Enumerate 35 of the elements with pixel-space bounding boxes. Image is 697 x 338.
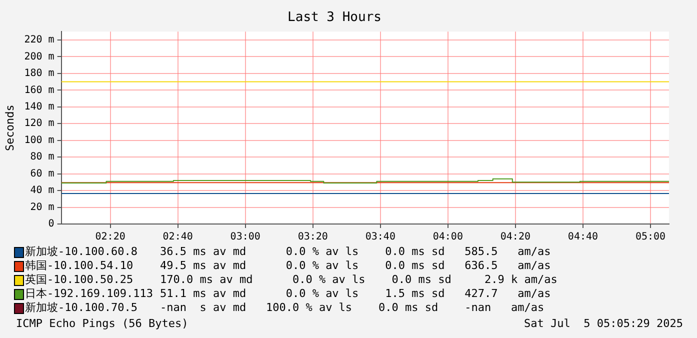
- y-tick-label: 120 m: [24, 118, 54, 130]
- text: Sat Jul 5 05:05:29 2025: [524, 317, 683, 330]
- y-axis-title: Seconds: [3, 104, 16, 151]
- x-tick-label: 03:40: [365, 232, 396, 243]
- x-tick-label: 05:00: [635, 232, 666, 243]
- legend-label: 韩国-10.100.54.10: [25, 259, 134, 273]
- legend-label: 英国-10.100.50.25: [25, 273, 134, 287]
- y-tick-label: 160 m: [24, 84, 54, 96]
- y-tick-label: 100 m: [24, 134, 54, 146]
- y-tick-label: 200 m: [24, 51, 54, 62]
- legend-label: 日本-192.169.109.113: [25, 287, 154, 301]
- x-tick-label: 04:40: [568, 232, 598, 243]
- x-tick-label: 02:20: [95, 232, 126, 243]
- y-tick-label: 80 m: [30, 152, 54, 163]
- y-tick-label: 180 m: [24, 68, 54, 80]
- y-tick-label: 20 m: [30, 202, 54, 213]
- y-tick-label: 140 m: [24, 101, 54, 112]
- text: 49.5 ms av md 0.0 % av ls 0.0 ms sd 636.5 am/as: [160, 259, 551, 273]
- y-tick-label: 60 m: [30, 168, 54, 180]
- chart-title: Last 3 Hours: [288, 10, 382, 26]
- x-tick-label: 03:00: [230, 232, 260, 243]
- x-tick-label: 03:20: [298, 232, 328, 243]
- x-tick-label: 04:20: [500, 232, 530, 243]
- text: -nan s av md 100.0 % av ls 0.0 ms sd -nan am/as: [160, 301, 544, 315]
- x-tick-label: 02:40: [162, 232, 193, 243]
- y-tick-label: 220 m: [24, 34, 54, 46]
- x-tick-label: 04:00: [432, 232, 463, 243]
- text: 170.0 ms av md 0.0 % av ls 0.0 ms sd 2.9 k am/as: [160, 273, 558, 287]
- legend-label: 新加坡-10.100.60.8: [25, 245, 138, 259]
- y-tick-label: 0: [48, 218, 54, 230]
- text: 36.5 ms av md 0.0 % av ls 0.0 ms sd 585.5 am/as: [160, 245, 551, 259]
- y-tick-label: 40 m: [30, 185, 54, 196]
- text: ICMP Echo Pings (56 Bytes): [16, 317, 188, 330]
- legend-label: 新加坡-10.100.70.5: [25, 301, 138, 315]
- text: 51.1 ms av md 0.0 % av ls 1.5 ms sd 427.7 am/as: [160, 287, 551, 301]
